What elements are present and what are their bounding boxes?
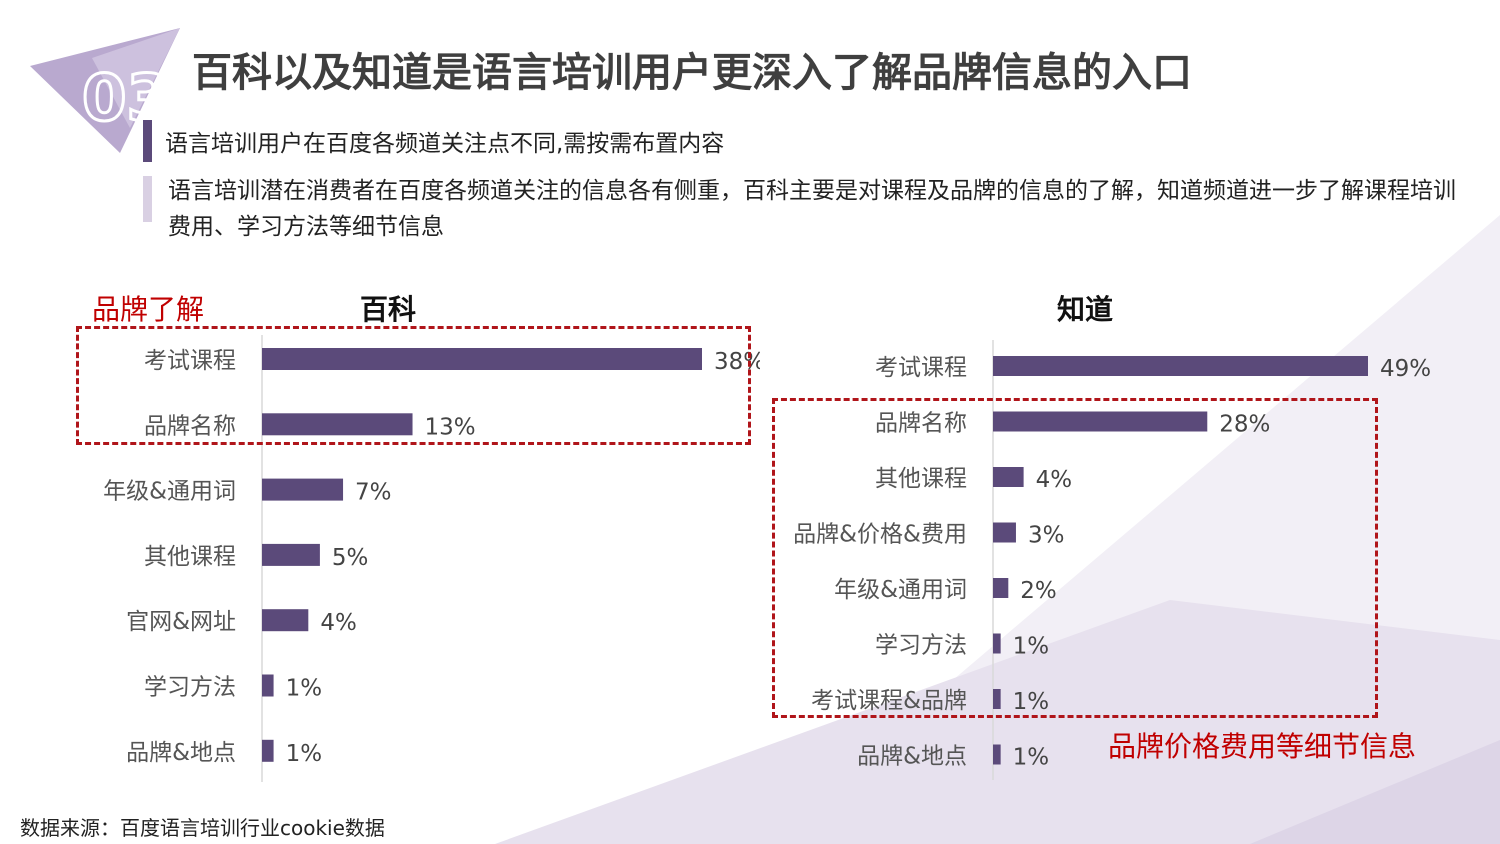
value-label: 2% <box>1020 578 1057 604</box>
category-label: 考试课程 <box>875 355 967 381</box>
chart-zhidao: 考试课程 49% 品牌名称 28% 其他课程 4% 品牌&价格&费用 3% 年级&通用词 2% 学习… <box>793 340 1431 780</box>
bg-triangle-corner <box>1250 740 1500 844</box>
category-label: 年级&通用词 <box>103 479 236 505</box>
category-label: 其他课程 <box>144 544 236 570</box>
subtitle: 语言培训用户在百度各频道关注点不同,需按需布置内容 <box>165 131 725 157</box>
badge-number: 03 <box>82 62 171 136</box>
category-label: 品牌&地点 <box>126 740 236 766</box>
bar-7 <box>993 689 1001 709</box>
category-label: 官网&网址 <box>126 609 236 635</box>
annotation-price-details: 品牌价格费用等细节信息 <box>1108 730 1417 763</box>
category-label: 学习方法 <box>144 675 236 701</box>
category-label: 品牌名称 <box>144 413 236 439</box>
value-label: 13% <box>425 414 476 440</box>
chart-title-baike: 百科 <box>360 293 417 326</box>
value-label: 28% <box>1219 412 1270 438</box>
description-accent-bar <box>143 176 152 222</box>
category-label: 考试课程&品牌 <box>811 688 967 714</box>
bg-triangle-mid <box>495 600 1500 844</box>
chart-baike: 考试课程 38% 品牌名称 13% 年级&通用词 7% 其他课程 5% 官网&网址 4% 学习方法 1… <box>103 335 760 782</box>
bar-4 <box>993 522 1016 543</box>
bar-6 <box>262 674 274 697</box>
value-label: 1% <box>286 741 323 767</box>
data-source: 数据来源：百度语言培训行业cookie数据 <box>20 816 385 840</box>
bar-5 <box>262 609 309 632</box>
highlight-box-brand <box>76 326 751 445</box>
section-badge: 03 <box>30 28 180 153</box>
page-title: 百科以及知道是语言培训用户更深入了解品牌信息的入口 <box>192 50 1192 96</box>
badge-triangle-overlay <box>92 28 180 128</box>
category-label: 品牌名称 <box>875 411 967 437</box>
subtitle-accent-bar <box>143 120 152 162</box>
bar-3 <box>262 478 344 501</box>
annotation-brand-understanding: 品牌了解 <box>92 293 205 326</box>
category-label: 品牌&价格&费用 <box>793 522 967 548</box>
bar-3 <box>993 467 1024 487</box>
bar-4 <box>262 543 320 566</box>
highlight-box-details <box>772 398 1378 718</box>
bar-1 <box>993 356 1368 376</box>
bar-8 <box>993 744 1001 765</box>
category-label: 其他课程 <box>875 466 967 492</box>
value-label: 49% <box>1380 356 1431 382</box>
chart-title-zhidao: 知道 <box>1057 293 1114 326</box>
category-label: 学习方法 <box>875 633 967 659</box>
value-label: 5% <box>332 545 369 571</box>
bar-2 <box>262 413 413 436</box>
value-label: 3% <box>1028 523 1065 549</box>
value-label: 4% <box>1036 467 1073 493</box>
category-label: 品牌&地点 <box>857 744 967 770</box>
bar-1 <box>262 348 702 370</box>
bar-5 <box>993 578 1009 598</box>
bar-6 <box>993 633 1001 654</box>
value-label: 1% <box>1013 745 1050 771</box>
description: 语言培训潜在消费者在百度各频道关注的信息各有侧重，百科主要是对课程及品牌的信息的… <box>168 178 1456 240</box>
category-label: 年级&通用词 <box>834 577 967 603</box>
value-label: 4% <box>320 610 357 636</box>
value-label: 1% <box>1013 634 1050 660</box>
bar-2 <box>993 411 1208 432</box>
value-label: 1% <box>286 676 323 702</box>
value-label: 7% <box>355 480 392 506</box>
value-label: 1% <box>1013 689 1050 715</box>
category-label: 考试课程 <box>144 348 236 374</box>
value-label: 38% <box>714 349 760 375</box>
bar-7 <box>262 739 274 762</box>
